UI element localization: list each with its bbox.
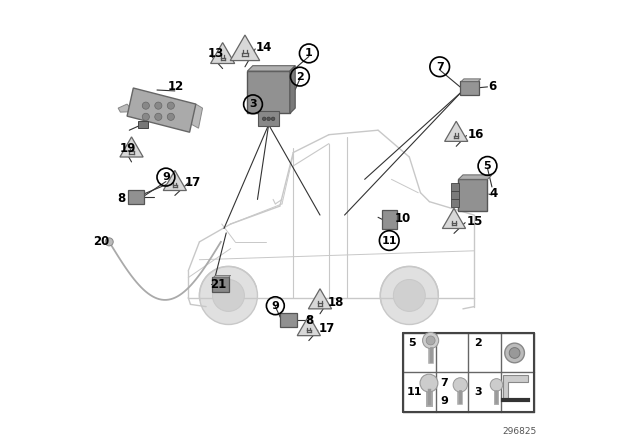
Polygon shape [230,35,260,60]
Polygon shape [442,208,465,228]
Text: 21: 21 [211,278,227,291]
Circle shape [505,343,524,363]
Circle shape [426,336,435,345]
FancyBboxPatch shape [258,111,279,125]
Text: 8: 8 [305,314,313,327]
Polygon shape [290,66,295,113]
Polygon shape [458,175,492,179]
Text: 13: 13 [207,47,224,60]
Text: 10: 10 [395,212,411,225]
Text: 1: 1 [305,48,313,58]
Circle shape [105,238,113,246]
Text: 3: 3 [474,387,482,397]
FancyBboxPatch shape [212,277,229,292]
Polygon shape [213,276,230,278]
Text: 19: 19 [120,142,136,155]
Circle shape [142,113,149,121]
Circle shape [422,332,438,349]
FancyBboxPatch shape [451,199,459,207]
Circle shape [271,117,275,121]
Polygon shape [461,79,481,82]
Circle shape [509,348,520,358]
Text: 2: 2 [296,72,304,82]
FancyBboxPatch shape [280,313,297,327]
FancyBboxPatch shape [127,190,145,204]
Polygon shape [163,170,186,190]
Polygon shape [127,88,196,132]
Text: 11: 11 [406,387,422,397]
Polygon shape [120,137,143,157]
Polygon shape [248,66,295,71]
Polygon shape [248,71,290,113]
Polygon shape [503,375,527,400]
Text: 9: 9 [271,301,279,311]
Text: 17: 17 [319,323,335,336]
Circle shape [212,280,244,311]
Text: 15: 15 [467,215,483,228]
Circle shape [394,280,426,311]
Text: 7: 7 [436,62,444,72]
Text: 18: 18 [328,296,344,309]
Text: 2: 2 [474,338,482,348]
Text: 7: 7 [440,379,448,388]
Text: 9: 9 [162,172,170,182]
Text: 17: 17 [185,177,202,190]
Circle shape [490,379,503,391]
Text: 5: 5 [408,338,416,348]
Circle shape [420,374,438,392]
Text: 6: 6 [488,80,497,93]
Polygon shape [211,43,235,64]
FancyBboxPatch shape [460,81,479,95]
Polygon shape [118,104,133,112]
Text: 20: 20 [93,235,109,248]
Polygon shape [308,289,332,309]
Text: 3: 3 [249,99,257,109]
FancyBboxPatch shape [451,191,459,198]
Text: 16: 16 [467,128,484,141]
Circle shape [380,267,438,324]
FancyBboxPatch shape [451,183,459,190]
Text: 8: 8 [116,192,125,205]
Polygon shape [297,315,321,336]
Circle shape [262,117,266,121]
FancyBboxPatch shape [138,121,148,128]
Circle shape [267,117,271,121]
Circle shape [155,113,162,121]
Circle shape [155,102,162,109]
Polygon shape [445,121,468,142]
Text: 11: 11 [381,236,397,246]
Circle shape [167,113,175,121]
Polygon shape [458,179,488,211]
Text: 4: 4 [490,187,498,200]
Circle shape [142,102,149,109]
Text: 296825: 296825 [502,427,536,436]
FancyBboxPatch shape [381,210,397,229]
Text: 5: 5 [484,161,492,171]
Circle shape [167,102,175,109]
Text: 9: 9 [440,396,449,405]
Text: 14: 14 [255,41,271,54]
Circle shape [200,267,257,324]
Polygon shape [189,104,202,128]
Circle shape [453,378,467,392]
Text: 12: 12 [167,80,184,93]
